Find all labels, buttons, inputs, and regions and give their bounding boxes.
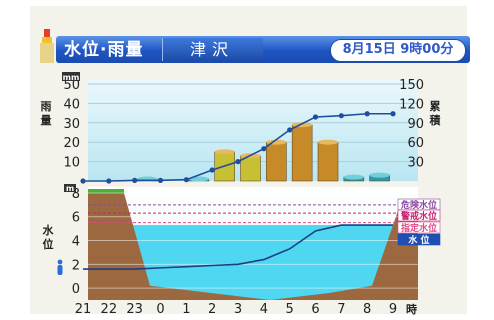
station-name: 津沢	[189, 40, 234, 59]
rain-left-tick-label: 20	[63, 136, 80, 151]
water-tick-label: 6	[72, 211, 80, 226]
person-icon-head	[57, 259, 63, 265]
water-tick-label: 4	[72, 235, 80, 250]
reference-level-label: 指定水位	[401, 222, 437, 234]
cumulative-rain-point	[132, 177, 138, 183]
cumulative-rain-point	[287, 127, 293, 133]
cumulative-rain-point	[261, 146, 267, 152]
rain-bar	[291, 124, 313, 182]
cumulative-rain-point	[209, 167, 215, 173]
rain-axis-label-text: 雨量	[40, 100, 52, 127]
cumulative-rain-point	[312, 114, 319, 120]
cumulative-rain-point	[235, 159, 241, 165]
page-title: 水位·雨量	[64, 40, 144, 60]
water-unit-label: m	[66, 184, 74, 193]
rain-bar-top	[343, 174, 364, 180]
cumulative-axis-label: 累積	[428, 100, 442, 128]
rain-bar-top	[318, 139, 338, 145]
reference-level-box	[397, 233, 441, 246]
riverbed-ground	[88, 192, 418, 300]
rain-left-tick-label: 50	[63, 78, 80, 93]
rain-left-tick-label: 10	[63, 156, 80, 171]
rain-right-tick-label: 90	[407, 117, 424, 132]
cumulative-rain-point	[157, 177, 164, 183]
x-tick-label: 22	[101, 302, 118, 317]
rain-right-tick-label: 60	[407, 136, 424, 151]
rain-bar-top	[369, 172, 390, 178]
reference-level-label: 水 位	[408, 234, 429, 246]
person-icon-body	[57, 265, 63, 275]
reference-level-label: 危険水位	[400, 199, 437, 211]
x-tick-label: 5	[286, 302, 294, 317]
timestamp: 8月15日 9時00分	[342, 42, 454, 57]
water-tick-label: 2	[72, 258, 80, 273]
rain-left-tick-label: 40	[63, 97, 80, 112]
reference-level-box	[397, 221, 441, 234]
x-tick-label: 6	[311, 302, 319, 317]
tower-logo-icon	[40, 29, 54, 67]
water-unit-box	[64, 184, 76, 192]
rain-left-tick-label: 30	[63, 117, 80, 132]
cumulative-rain-point	[106, 178, 112, 184]
rain-right-tick-label: 150	[399, 78, 424, 93]
water-axis-label: 水位	[41, 224, 55, 252]
cumulative-rain-point	[364, 111, 370, 117]
reference-level-box	[397, 209, 441, 222]
x-tick-label: 2	[208, 302, 216, 317]
reference-level-label: 警戒水位	[401, 210, 437, 222]
rain-bar	[266, 141, 287, 182]
rain-bar	[317, 141, 339, 182]
water-axis-label-text: 水位	[42, 224, 54, 251]
water-tick-label: 0	[72, 282, 80, 297]
x-tick-label: 21	[75, 302, 92, 317]
x-tick-label: 0	[156, 302, 164, 317]
rain-unit-label: mm	[63, 73, 80, 82]
x-tick-label: 9	[389, 302, 397, 317]
cumulative-axis-label-text: 累積	[429, 100, 441, 127]
water-tick-label: 8	[72, 187, 80, 202]
x-tick-label: 4	[260, 302, 268, 317]
cumulative-rain-point	[80, 178, 86, 184]
x-tick-label: 3	[234, 302, 242, 317]
rain-bar-top	[214, 149, 235, 155]
water-level-line	[83, 224, 393, 270]
x-tick-label: 23	[126, 302, 143, 317]
cumulative-rain-point	[338, 113, 344, 119]
person-icon	[57, 259, 63, 275]
rain-right-tick-label: 30	[407, 156, 424, 171]
x-tick-label: 8	[363, 302, 371, 317]
rain-right-tick-label: 120	[399, 97, 424, 112]
x-tick-label: 1	[182, 302, 190, 317]
cumulative-rain-point	[390, 111, 396, 117]
rain-bar-top	[188, 176, 209, 182]
timestamp-box	[330, 39, 466, 62]
x-unit-label: 時	[406, 302, 417, 316]
station-box	[162, 38, 263, 61]
cumulative-rain-point	[183, 177, 189, 183]
rain-unit-box	[62, 72, 80, 81]
rain-axis-label: 雨量	[39, 100, 53, 128]
x-tick-label: 7	[337, 302, 345, 317]
